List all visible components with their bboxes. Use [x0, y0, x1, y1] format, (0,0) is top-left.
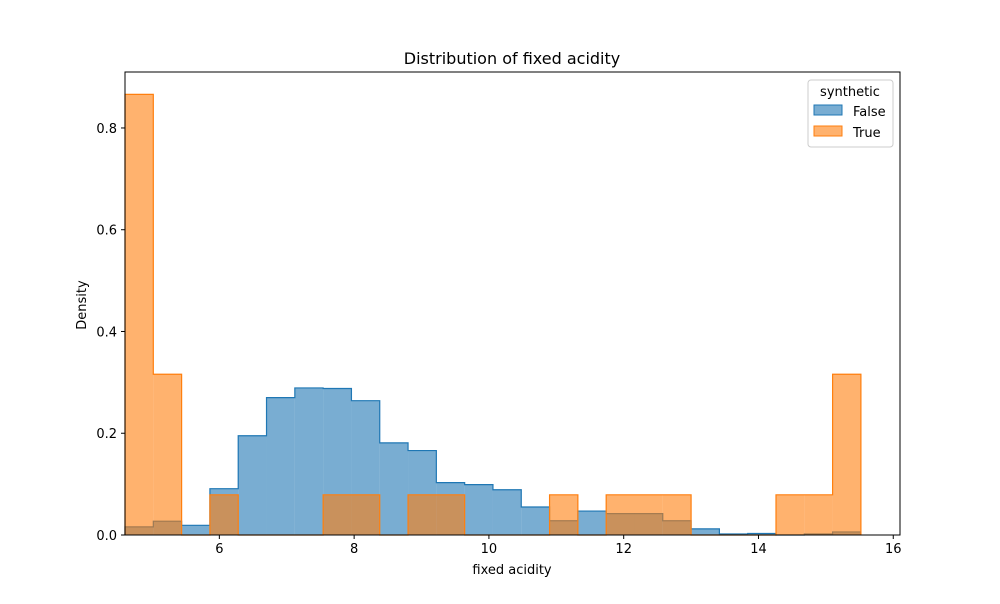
bar-true-18 — [634, 494, 663, 535]
x-tick-label: 8 — [350, 542, 358, 557]
y-axis: 0.0 0.2 0.4 0.6 0.8 — [96, 122, 125, 544]
chart-title: Distribution of fixed acidity — [404, 49, 620, 68]
bar-true-0 — [125, 94, 154, 535]
bar-false-13 — [492, 489, 522, 535]
bar-false-5 — [266, 397, 295, 535]
legend-swatch-false — [813, 104, 843, 116]
bar-true-11 — [436, 494, 465, 535]
bar-true-15 — [549, 494, 578, 535]
legend-title: synthetic — [820, 85, 880, 100]
x-tick-label: 12 — [615, 542, 632, 557]
y-axis-label: Density — [75, 280, 90, 330]
bar-false-12 — [464, 484, 493, 535]
bar-false-4 — [238, 435, 267, 535]
y-tick-label: 0.6 — [96, 224, 117, 239]
x-tick-label: 14 — [750, 542, 767, 557]
y-tick-label: 0.0 — [96, 529, 117, 544]
bar-true-7 — [323, 494, 352, 535]
series-false — [124, 387, 862, 536]
bar-false-16 — [577, 511, 607, 535]
y-tick-label: 0.4 — [96, 325, 117, 340]
bar-true-3 — [209, 494, 239, 535]
bar-false-22 — [747, 533, 776, 535]
y-tick-label: 0.8 — [96, 122, 117, 137]
bar-true-17 — [606, 494, 635, 535]
bar-false-20 — [691, 528, 720, 535]
legend: synthetic False True — [807, 79, 894, 148]
legend-label-true: True — [852, 126, 881, 141]
bar-true-25 — [832, 374, 861, 535]
x-axis: 6 8 10 12 14 16 — [215, 535, 902, 557]
bar-true-1 — [153, 374, 182, 535]
legend-swatch-true — [813, 125, 843, 137]
bar-false-2 — [181, 525, 210, 535]
bar-true-23 — [776, 494, 805, 535]
bar-false-14 — [521, 507, 550, 535]
x-axis-label: fixed acidity — [472, 563, 552, 578]
bar-false-6 — [294, 387, 324, 535]
x-tick-label: 6 — [215, 542, 223, 557]
y-tick-label: 0.2 — [96, 427, 117, 442]
x-tick-label: 10 — [481, 542, 498, 557]
bar-true-8 — [351, 494, 380, 535]
axes-frame — [124, 71, 901, 536]
bar-true-10 — [408, 494, 437, 535]
x-tick-label: 16 — [885, 542, 902, 557]
bar-true-24 — [804, 494, 833, 535]
legend-label-false: False — [853, 105, 886, 120]
bar-false-9 — [379, 442, 409, 535]
bar-true-19 — [662, 494, 692, 535]
step-outline-false — [124, 387, 862, 536]
